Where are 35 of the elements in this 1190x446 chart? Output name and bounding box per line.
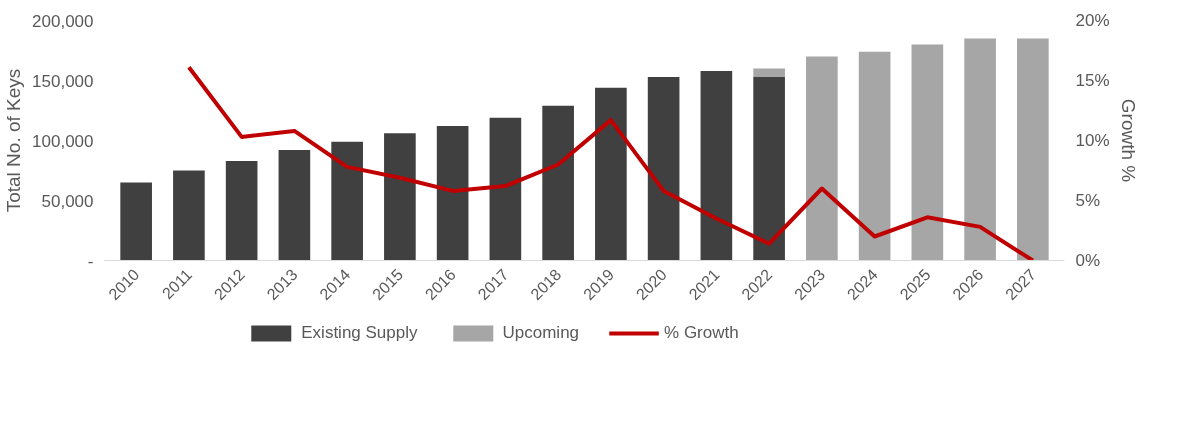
bar — [278, 150, 311, 261]
bar — [964, 38, 996, 261]
line-series — [186, 65, 1035, 261]
bar — [753, 68, 785, 77]
legend-label: Existing Supply — [301, 323, 418, 343]
bar — [858, 51, 891, 261]
y-tick-label: 100,000 — [32, 131, 94, 151]
bar — [1017, 38, 1049, 261]
bar — [806, 56, 838, 261]
legend-label: Upcoming — [502, 323, 580, 343]
y2-tick-label: 20% — [1075, 11, 1110, 30]
bar — [173, 170, 205, 261]
y2-axis-title: Growth % — [1117, 98, 1139, 183]
bar — [225, 160, 258, 261]
bar — [542, 105, 574, 261]
y2-tick-label: 0% — [1075, 251, 1101, 270]
bar — [647, 76, 680, 261]
y-tick-label: 200,000 — [32, 11, 94, 31]
y2-tick-label: 10% — [1075, 131, 1110, 150]
bar — [436, 126, 469, 261]
y2-tick-label: 5% — [1075, 191, 1101, 210]
bar — [595, 87, 627, 261]
bar — [331, 141, 363, 261]
y-tick-label: - — [87, 251, 94, 271]
legend-label: % Growth — [664, 323, 739, 343]
bar — [700, 70, 733, 261]
y-tick-label: 150,000 — [32, 71, 94, 91]
bar — [753, 76, 785, 261]
bar — [384, 133, 416, 261]
y2-tick-label: 15% — [1075, 71, 1110, 90]
y-tick-label: 50,000 — [41, 191, 94, 211]
bar — [911, 44, 944, 261]
y-axis-title: Total No. of Keys — [3, 68, 25, 213]
bar — [120, 182, 152, 261]
bar — [489, 117, 522, 261]
